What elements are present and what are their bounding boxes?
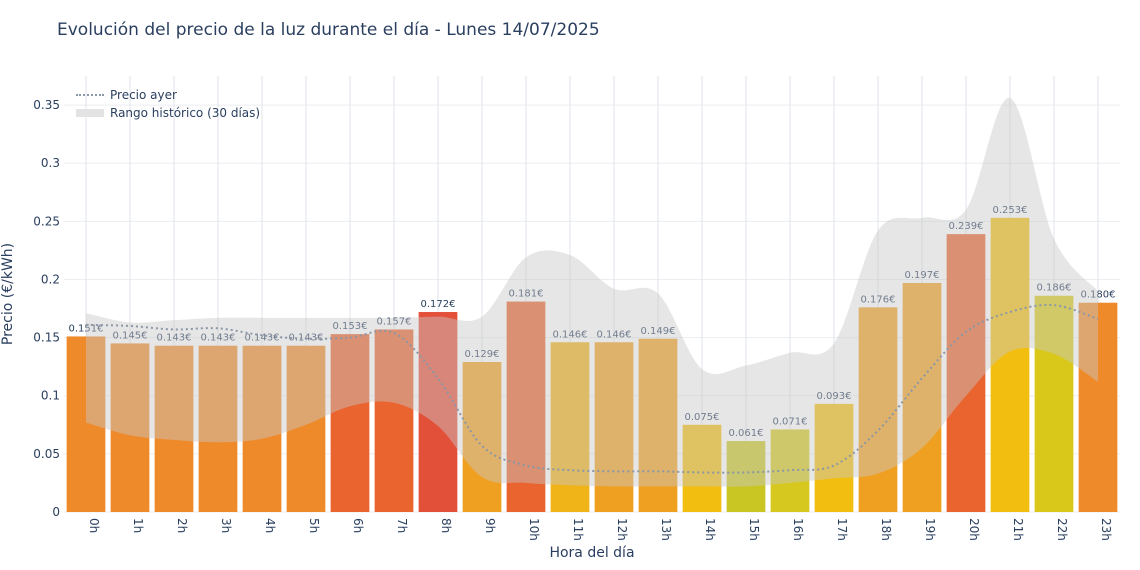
x-tick-label: 12h — [615, 518, 629, 541]
bar — [330, 334, 370, 512]
x-tick-label: 16h — [791, 518, 805, 541]
y-axis-title: Precio (€/kWh) — [0, 243, 16, 345]
x-tick-label: 19h — [923, 518, 937, 541]
bar — [1034, 295, 1074, 512]
bar-value-label: 0.143€ — [157, 333, 192, 344]
legend-label: Precio ayer — [110, 88, 177, 102]
bar-value-label: 0.093€ — [817, 391, 852, 402]
bar — [858, 307, 898, 512]
legend-item-precio-ayer[interactable]: Precio ayer — [76, 86, 260, 104]
bar — [110, 343, 150, 512]
y-tick-label: 0.05 — [33, 447, 60, 461]
bar — [990, 217, 1030, 512]
bar — [198, 345, 238, 512]
x-tick-label: 21h — [1011, 518, 1025, 541]
bar-value-label: 0.186€ — [1037, 283, 1072, 294]
bar — [418, 312, 458, 512]
bar-value-label: 0.181€ — [509, 289, 544, 300]
bar — [66, 336, 106, 512]
y-tick-label: 0.3 — [41, 156, 60, 170]
x-axis-title: Hora del día — [549, 545, 634, 561]
y-tick-label: 0.2 — [41, 272, 60, 286]
precio-ayer-line — [85, 303, 1099, 474]
legend-label: Rango histórico (30 días) — [110, 106, 261, 120]
bar-value-label: 0.172€ — [421, 299, 456, 310]
x-tick-label: 9h — [483, 518, 497, 533]
bar — [726, 441, 766, 512]
bar-value-label: 0.153€ — [333, 321, 368, 332]
bar — [154, 345, 194, 512]
x-tick-label: 11h — [571, 518, 585, 541]
bar-value-label: 0.146€ — [553, 329, 588, 340]
x-tick-label: 8h — [439, 518, 453, 533]
x-tick-label: 6h — [351, 518, 365, 533]
y-tick-label: 0.15 — [33, 331, 60, 345]
bar-value-label: 0.143€ — [245, 333, 280, 344]
x-tick-label: 5h — [307, 518, 321, 533]
bar — [374, 329, 414, 512]
x-tick-label: 22h — [1055, 518, 1069, 541]
x-tick-label: 10h — [527, 518, 541, 541]
bar-value-label: 0.197€ — [905, 270, 940, 281]
y-tick-label: 0.25 — [33, 214, 60, 228]
x-tick-label: 20h — [967, 518, 981, 541]
bar — [462, 362, 502, 512]
x-tick-label: 2h — [175, 518, 189, 533]
x-tick-label: 0h — [87, 518, 101, 533]
chart-legend: Precio ayer Rango histórico (30 días) — [76, 86, 260, 122]
bar-value-label: 0.071€ — [773, 416, 808, 427]
bar-value-label: 0.143€ — [201, 333, 236, 344]
x-tick-label: 4h — [263, 518, 277, 533]
x-tick-label: 1h — [131, 518, 145, 533]
bar-value-label: 0.146€ — [597, 329, 632, 340]
bar — [506, 301, 546, 512]
bar — [1078, 302, 1118, 512]
historical-range-band — [86, 97, 1098, 487]
bar-value-label: 0.145€ — [113, 330, 148, 341]
x-tick-label: 13h — [659, 518, 673, 541]
x-tick-label: 14h — [703, 518, 717, 541]
bar — [286, 345, 326, 512]
x-tick-label: 7h — [395, 518, 409, 533]
y-tick-label: 0 — [52, 505, 60, 519]
x-tick-label: 23h — [1099, 518, 1113, 541]
bar — [594, 342, 634, 512]
bar-value-label: 0.157€ — [377, 316, 412, 327]
bar-value-label: 0.239€ — [949, 221, 984, 232]
x-tick-label: 17h — [835, 518, 849, 541]
y-tick-label: 0.35 — [33, 98, 60, 112]
bar-value-label: 0.176€ — [861, 294, 896, 305]
bar-value-label: 0.253€ — [993, 205, 1028, 216]
x-tick-label: 3h — [219, 518, 233, 533]
x-tick-label: 18h — [879, 518, 893, 541]
bar — [814, 403, 854, 512]
bar — [682, 424, 722, 512]
bar-value-label: 0.129€ — [465, 349, 500, 360]
bar — [902, 282, 942, 512]
bar-value-label: 0.180€ — [1081, 290, 1116, 301]
bar — [638, 338, 678, 512]
bar — [946, 234, 986, 512]
legend-swatch-line — [76, 94, 104, 96]
y-tick-label: 0.1 — [41, 389, 60, 403]
chart-title: Evolución del precio de la luz durante e… — [57, 20, 600, 40]
bar-value-label: 0.149€ — [641, 326, 676, 337]
legend-swatch-band — [76, 109, 104, 117]
x-tick-label: 15h — [747, 518, 761, 541]
legend-item-rango-historico[interactable]: Rango histórico (30 días) — [76, 104, 260, 122]
bar — [242, 345, 282, 512]
bar-value-label: 0.061€ — [729, 428, 764, 439]
bar — [550, 342, 590, 512]
bar-value-label: 0.075€ — [685, 412, 720, 423]
bar-value-label: 0.151€ — [69, 323, 104, 334]
